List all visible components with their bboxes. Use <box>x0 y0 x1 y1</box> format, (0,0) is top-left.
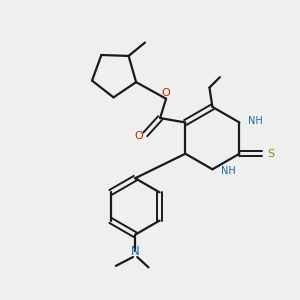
Text: NH: NH <box>248 116 262 126</box>
Text: S: S <box>267 149 274 159</box>
Text: NH: NH <box>221 166 236 176</box>
Text: O: O <box>134 131 143 141</box>
Text: N: N <box>131 244 140 258</box>
Text: O: O <box>162 88 170 98</box>
